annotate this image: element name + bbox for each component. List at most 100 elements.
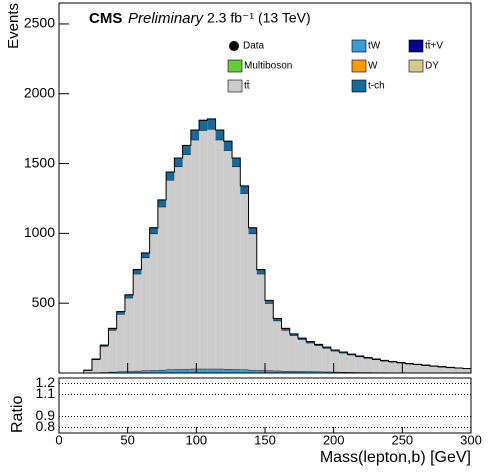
histogram-bar [223, 141, 233, 151]
histogram-bar [380, 360, 389, 373]
histogram-bar [256, 273, 265, 371]
x-tick-label: 50 [120, 432, 134, 447]
histogram-bar [248, 227, 257, 234]
histogram-bar [297, 338, 307, 340]
histogram-bar [199, 120, 208, 131]
histogram-bar [108, 328, 117, 331]
x-tick-label: 200 [323, 432, 345, 447]
histogram-bar [116, 371, 125, 373]
histogram-bar [330, 371, 340, 373]
histogram-bar [240, 369, 249, 373]
histogram-bar [388, 361, 397, 373]
legend-swatch [351, 59, 367, 73]
histogram-bar [273, 318, 282, 321]
histogram-bar [240, 185, 249, 194]
histogram-bar [116, 311, 125, 315]
histogram-bar [190, 130, 200, 140]
histogram-bar [438, 366, 447, 373]
histogram-bar [289, 333, 298, 336]
histogram-bar [182, 145, 191, 155]
histogram-bar [124, 294, 134, 298]
histogram-bar [347, 354, 356, 373]
histogram-bar [149, 233, 158, 371]
histogram-bar [462, 368, 471, 373]
histogram-bar [248, 233, 257, 370]
histogram-bar [265, 300, 274, 304]
histogram-bar [306, 371, 315, 373]
histogram-bar [182, 154, 191, 370]
legend-swatch [408, 59, 424, 73]
histogram-bar [265, 303, 274, 371]
legend-label: tW [368, 41, 381, 52]
histogram-bar [322, 371, 331, 373]
histogram-bar [306, 341, 315, 343]
histogram-bar [454, 368, 463, 373]
histogram-bar [273, 320, 282, 371]
histogram-bar [314, 345, 323, 372]
histogram-bar [124, 371, 134, 373]
histogram-bar [100, 345, 109, 347]
histogram-bar [232, 166, 241, 370]
histogram-bar [199, 368, 208, 373]
y-tick-label: 2500 [24, 15, 55, 31]
ratio-tick-label: 1.2 [36, 374, 56, 390]
histogram-bar [372, 359, 381, 373]
legend-swatch [227, 79, 243, 93]
subtitle: Preliminary [128, 10, 205, 27]
histogram-bar [232, 157, 241, 167]
histogram-bar [339, 352, 348, 373]
x-tick-label: 0 [55, 432, 62, 447]
histogram-bar [281, 371, 290, 373]
histogram-bar [207, 129, 216, 369]
histogram-bar [289, 371, 298, 373]
legend-label: tt̄ [244, 79, 250, 91]
y-tick-label: 1500 [24, 154, 55, 170]
ratio-tick-label: 0.9 [36, 407, 56, 423]
histogram-bar [91, 359, 101, 373]
histogram-bar [215, 130, 224, 140]
histogram-bar [182, 369, 191, 373]
histogram-bar [166, 180, 175, 370]
histogram-bar [289, 335, 298, 372]
histogram-bar [207, 368, 216, 373]
histogram-bar [133, 269, 142, 274]
histogram-bar [116, 314, 125, 372]
ratio-tick-label: 0.8 [36, 418, 56, 434]
lumi: 2.3 fb⁻¹ (13 TeV) [207, 10, 311, 26]
histogram-bar [124, 297, 134, 372]
histogram-bar [421, 365, 430, 373]
histogram-bar [396, 362, 406, 373]
histogram-bar [281, 330, 290, 372]
x-tick-label: 250 [391, 432, 413, 447]
histogram-bar [157, 369, 167, 373]
histogram-bar [166, 369, 175, 373]
x-tick-label: 100 [185, 432, 207, 447]
histogram-bar [240, 193, 249, 370]
legend-swatch [351, 79, 367, 93]
histogram-bar [429, 366, 439, 373]
histogram-bar [223, 369, 233, 373]
histogram-bar [256, 370, 265, 373]
legend-label: t-ch [368, 81, 385, 92]
histogram-bar [265, 370, 274, 373]
y-tick-label: 2000 [24, 84, 55, 100]
x-axis-label: Mass(lepton,b) [GeV] [320, 449, 471, 466]
histogram-bar [273, 370, 282, 373]
histogram-bar [306, 342, 315, 372]
histogram-bar [190, 368, 200, 373]
y-tick-label: 1000 [24, 224, 55, 240]
legend-label: Multiboson [244, 61, 292, 72]
legend-swatch [351, 39, 367, 53]
histogram-bar [174, 166, 183, 370]
histogram-bar [281, 328, 290, 331]
histogram-bar [108, 330, 117, 372]
histogram-bar [174, 369, 183, 373]
histogram-bar [149, 227, 158, 234]
histogram-bar [223, 150, 233, 370]
histogram-bar [190, 139, 200, 369]
histogram-bar [215, 368, 224, 373]
legend-label: Data [243, 41, 265, 52]
histogram-bar [355, 356, 364, 373]
histogram-bar [133, 370, 142, 373]
